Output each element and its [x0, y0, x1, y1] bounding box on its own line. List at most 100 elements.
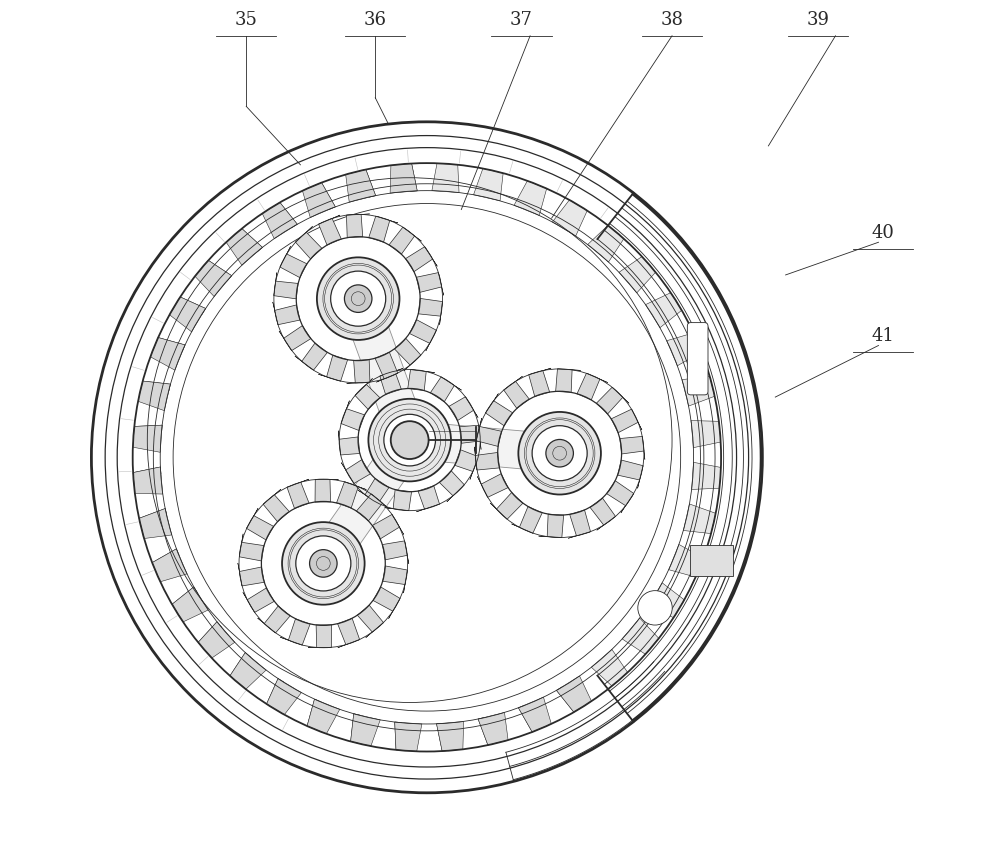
Polygon shape: [172, 587, 208, 622]
Polygon shape: [376, 373, 398, 382]
Polygon shape: [390, 163, 417, 193]
Polygon shape: [591, 649, 628, 686]
Polygon shape: [557, 369, 581, 370]
Polygon shape: [359, 169, 376, 198]
Polygon shape: [238, 563, 242, 586]
Polygon shape: [460, 425, 480, 444]
Circle shape: [368, 399, 451, 482]
Polygon shape: [344, 482, 366, 489]
Polygon shape: [239, 534, 243, 557]
Polygon shape: [518, 697, 551, 732]
Polygon shape: [667, 333, 702, 366]
Polygon shape: [416, 504, 440, 512]
Polygon shape: [375, 352, 398, 379]
Polygon shape: [455, 450, 478, 471]
Polygon shape: [295, 356, 314, 370]
Polygon shape: [247, 516, 274, 540]
Polygon shape: [354, 360, 370, 383]
Polygon shape: [273, 302, 278, 324]
Polygon shape: [683, 504, 716, 533]
Polygon shape: [133, 467, 163, 494]
Polygon shape: [556, 687, 580, 712]
Polygon shape: [279, 331, 292, 350]
Polygon shape: [195, 261, 232, 297]
Polygon shape: [372, 514, 399, 539]
Polygon shape: [346, 214, 363, 237]
Polygon shape: [449, 397, 474, 420]
Polygon shape: [243, 592, 255, 613]
Polygon shape: [141, 381, 170, 391]
Polygon shape: [262, 203, 297, 239]
Polygon shape: [646, 293, 682, 328]
Polygon shape: [247, 588, 274, 613]
Polygon shape: [338, 639, 360, 647]
Polygon shape: [134, 425, 162, 433]
Circle shape: [546, 439, 573, 467]
Polygon shape: [669, 545, 703, 577]
Circle shape: [384, 414, 435, 466]
Polygon shape: [441, 377, 462, 390]
Circle shape: [331, 271, 386, 326]
Polygon shape: [338, 618, 360, 645]
Polygon shape: [504, 376, 523, 390]
Polygon shape: [619, 256, 656, 293]
Polygon shape: [346, 169, 376, 202]
Polygon shape: [267, 678, 301, 715]
Polygon shape: [307, 699, 340, 734]
Polygon shape: [264, 606, 290, 633]
Polygon shape: [274, 273, 277, 296]
Polygon shape: [316, 625, 332, 647]
Polygon shape: [622, 618, 659, 654]
Polygon shape: [274, 281, 298, 299]
Polygon shape: [355, 384, 380, 409]
Polygon shape: [465, 397, 478, 418]
Polygon shape: [405, 541, 409, 564]
Polygon shape: [470, 457, 478, 480]
Circle shape: [317, 257, 399, 340]
Polygon shape: [547, 514, 564, 538]
Polygon shape: [347, 382, 370, 383]
Polygon shape: [280, 246, 291, 267]
Polygon shape: [620, 437, 644, 454]
Polygon shape: [258, 618, 276, 633]
Text: 36: 36: [364, 11, 387, 29]
Polygon shape: [351, 714, 380, 746]
Polygon shape: [226, 229, 262, 265]
Polygon shape: [529, 370, 550, 396]
Circle shape: [344, 285, 372, 312]
Polygon shape: [439, 470, 464, 495]
Polygon shape: [198, 621, 221, 647]
Polygon shape: [366, 622, 383, 638]
Polygon shape: [380, 369, 403, 376]
Polygon shape: [404, 355, 421, 371]
Polygon shape: [476, 418, 482, 441]
Polygon shape: [556, 676, 591, 712]
Polygon shape: [373, 587, 400, 611]
Polygon shape: [307, 699, 321, 728]
Polygon shape: [152, 549, 187, 582]
Polygon shape: [586, 374, 608, 382]
Polygon shape: [438, 273, 444, 295]
Polygon shape: [416, 273, 442, 293]
Polygon shape: [341, 400, 349, 424]
Polygon shape: [477, 476, 488, 497]
Polygon shape: [568, 532, 591, 539]
Polygon shape: [369, 217, 390, 243]
Polygon shape: [682, 376, 715, 406]
Polygon shape: [447, 485, 464, 501]
Polygon shape: [405, 163, 417, 192]
Polygon shape: [308, 429, 425, 574]
Polygon shape: [552, 200, 587, 236]
Polygon shape: [621, 494, 634, 513]
Polygon shape: [648, 583, 684, 618]
Polygon shape: [327, 356, 348, 381]
Polygon shape: [177, 297, 206, 314]
Polygon shape: [346, 214, 370, 215]
Polygon shape: [170, 297, 206, 331]
Polygon shape: [302, 183, 335, 217]
Polygon shape: [156, 337, 185, 351]
Polygon shape: [632, 409, 642, 430]
Polygon shape: [518, 705, 539, 732]
Polygon shape: [239, 542, 264, 561]
Polygon shape: [133, 425, 162, 452]
